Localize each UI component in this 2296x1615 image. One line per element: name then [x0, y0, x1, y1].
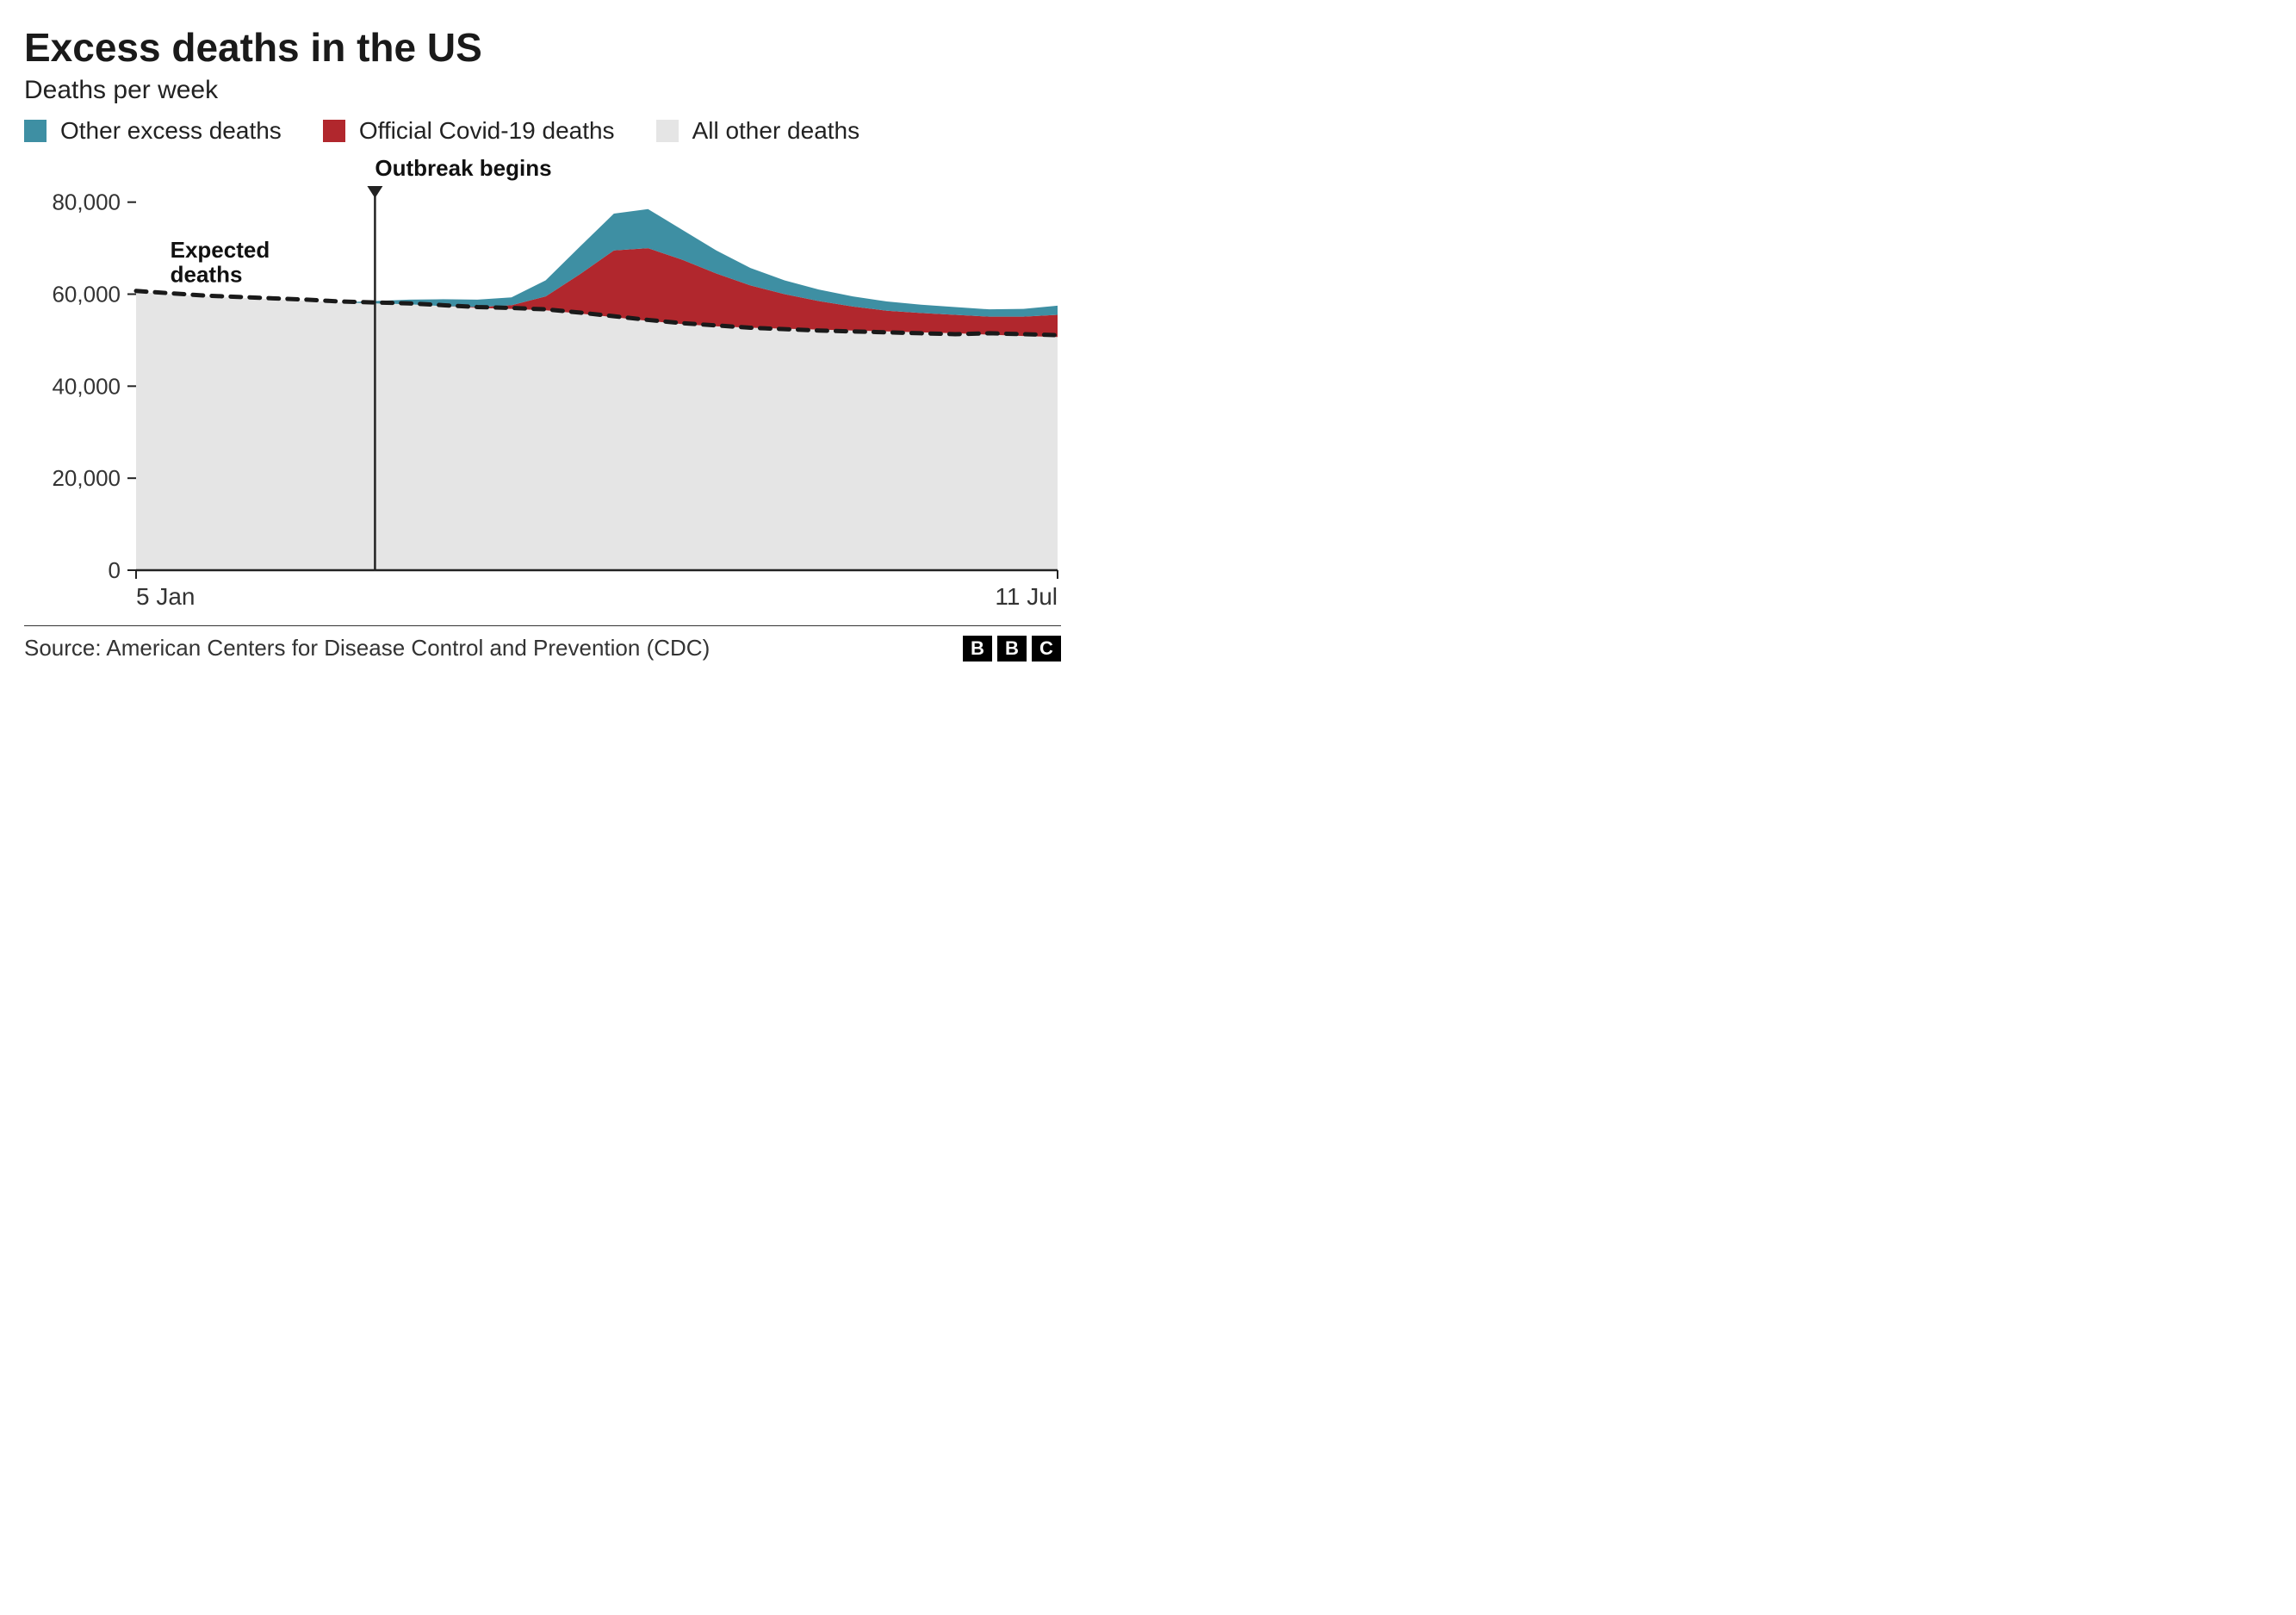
bbc-logo-letter: B: [997, 636, 1027, 662]
svg-text:Outbreak begins: Outbreak begins: [375, 155, 551, 181]
svg-text:80,000: 80,000: [52, 189, 121, 215]
legend-item-other-deaths: All other deaths: [656, 117, 860, 145]
bbc-logo-letter: C: [1032, 636, 1061, 662]
chart-title: Excess deaths in the US: [24, 24, 1061, 71]
legend-swatch: [24, 120, 47, 142]
legend-item-other-excess: Other excess deaths: [24, 117, 282, 145]
bbc-logo: B B C: [963, 636, 1061, 662]
area-chart: Outbreak begins Expecteddeaths 0 20,000 40,0…: [24, 148, 1061, 613]
legend-item-covid: Official Covid-19 deaths: [323, 117, 615, 145]
svg-text:5 Jan: 5 Jan: [136, 583, 195, 610]
svg-text:40,000: 40,000: [52, 373, 121, 399]
svg-text:Expecteddeaths: Expecteddeaths: [171, 237, 270, 288]
legend-label: Other excess deaths: [60, 117, 282, 145]
svg-text:20,000: 20,000: [52, 465, 121, 491]
legend-swatch: [656, 120, 679, 142]
legend-swatch: [323, 120, 345, 142]
legend-label: Official Covid-19 deaths: [359, 117, 615, 145]
source-text: Source: American Centers for Disease Con…: [24, 635, 710, 662]
svg-text:11 Jul: 11 Jul: [995, 583, 1058, 610]
chart-container: Excess deaths in the US Deaths per week …: [0, 0, 1085, 677]
legend-label: All other deaths: [692, 117, 860, 145]
svg-text:60,000: 60,000: [52, 282, 121, 307]
chart-footer: Source: American Centers for Disease Con…: [24, 625, 1061, 662]
bbc-logo-letter: B: [963, 636, 992, 662]
legend: Other excess deaths Official Covid-19 de…: [24, 117, 1061, 145]
chart-subtitle: Deaths per week: [24, 76, 1061, 105]
svg-text:0: 0: [109, 557, 121, 583]
